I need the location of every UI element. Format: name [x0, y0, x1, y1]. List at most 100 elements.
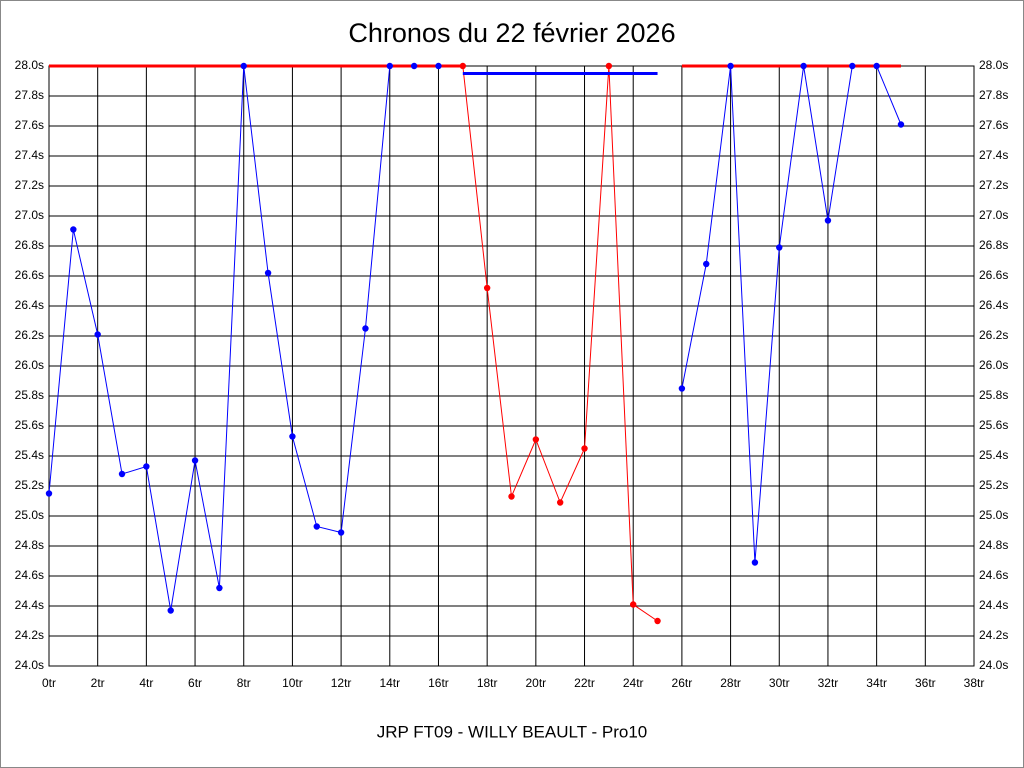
x-tick-label: 0tr — [42, 676, 56, 690]
x-tick-label: 6tr — [188, 676, 202, 690]
data-point — [556, 499, 564, 506]
y-tick-label: 27.4s — [15, 148, 44, 162]
y2-tick-label: 25.2s — [979, 478, 1008, 492]
y2-tick-label: 25.0s — [979, 508, 1008, 522]
y2-tick-label: 24.8s — [979, 538, 1008, 552]
data-point — [508, 493, 515, 500]
data-point — [897, 121, 905, 128]
data-point — [240, 62, 247, 70]
y2-tick-label: 26.2s — [979, 328, 1008, 342]
data-point — [118, 470, 126, 478]
data-point — [167, 607, 174, 614]
y2-tick-label: 28.0s — [979, 58, 1008, 72]
data-point — [435, 62, 442, 70]
data-point — [678, 385, 686, 392]
y-tick-label: 27.6s — [15, 118, 44, 132]
y-tick-label: 26.2s — [15, 328, 44, 342]
data-point — [483, 284, 491, 292]
y-tick-label: 26.8s — [15, 238, 44, 252]
x-tick-label: 4tr — [139, 676, 153, 690]
x-tick-label: 8tr — [237, 676, 251, 690]
data-point — [824, 217, 832, 224]
data-point — [630, 601, 637, 608]
data-point — [703, 260, 710, 268]
y2-tick-label: 24.6s — [979, 568, 1008, 582]
y-tick-label: 24.2s — [15, 628, 44, 642]
data-point — [800, 62, 807, 70]
y2-tick-label: 25.6s — [979, 418, 1008, 432]
data-point — [873, 62, 880, 70]
y-tick-label: 27.0s — [15, 208, 44, 222]
y2-tick-label: 24.2s — [979, 628, 1008, 642]
data-point — [751, 559, 759, 566]
y2-tick-label: 24.4s — [979, 598, 1008, 612]
data-point — [143, 463, 150, 470]
y2-tick-label: 27.0s — [979, 208, 1008, 222]
data-point — [459, 62, 467, 70]
y-tick-label: 27.8s — [15, 88, 44, 102]
data-point — [410, 62, 418, 70]
x-tick-label: 38tr — [964, 676, 985, 690]
y-tick-label: 25.0s — [15, 508, 44, 522]
data-point — [45, 490, 53, 497]
data-point — [313, 523, 320, 530]
x-tick-label: 2tr — [91, 676, 105, 690]
y-tick-label: 25.4s — [15, 448, 44, 462]
x-tick-label: 24tr — [623, 676, 644, 690]
x-tick-label: 32tr — [818, 676, 839, 690]
y2-tick-label: 26.0s — [979, 358, 1008, 372]
x-tick-label: 28tr — [720, 676, 741, 690]
data-point — [727, 62, 734, 70]
y2-tick-label: 25.4s — [979, 448, 1008, 462]
y-tick-label: 24.8s — [15, 538, 44, 552]
y-tick-label: 24.4s — [15, 598, 44, 612]
x-tick-label: 18tr — [477, 676, 498, 690]
y2-tick-label: 27.4s — [979, 148, 1008, 162]
y2-tick-label: 26.6s — [979, 268, 1008, 282]
data-point — [849, 62, 856, 70]
y-tick-label: 24.6s — [15, 568, 44, 582]
y2-tick-label: 24.0s — [979, 658, 1008, 672]
data-point — [289, 433, 296, 440]
x-tick-label: 16tr — [428, 676, 449, 690]
data-point — [94, 331, 101, 338]
x-tick-label: 26tr — [672, 676, 693, 690]
y-tick-label: 28.0s — [15, 58, 44, 72]
data-point — [605, 62, 613, 70]
data-point — [362, 325, 369, 332]
y2-tick-label: 27.6s — [979, 118, 1008, 132]
y-tick-label: 26.6s — [15, 268, 44, 282]
data-point — [532, 436, 540, 443]
x-tick-label: 12tr — [331, 676, 352, 690]
y2-tick-label: 27.8s — [979, 88, 1008, 102]
data-point — [654, 617, 661, 625]
y-tick-label: 27.2s — [15, 178, 44, 192]
x-tick-label: 36tr — [915, 676, 936, 690]
chart-subtitle: JRP FT09 - WILLY BEAULT - Pro10 — [377, 722, 648, 741]
data-point — [191, 457, 199, 464]
y2-tick-label: 27.2s — [979, 178, 1008, 192]
x-tick-label: 22tr — [574, 676, 595, 690]
y-tick-label: 25.6s — [15, 418, 44, 432]
y2-tick-label: 26.4s — [979, 298, 1008, 312]
data-point — [337, 529, 345, 536]
data-point — [386, 62, 393, 70]
chart-title: Chronos du 22 février 2026 — [348, 18, 675, 48]
data-point — [581, 445, 588, 452]
y-tick-label: 26.4s — [15, 298, 44, 312]
x-tick-label: 20tr — [525, 676, 546, 690]
y-tick-label: 25.8s — [15, 388, 44, 402]
data-point — [776, 244, 783, 251]
y-tick-label: 25.2s — [15, 478, 44, 492]
data-point — [70, 226, 77, 233]
x-tick-label: 14tr — [379, 676, 400, 690]
data-point — [216, 584, 223, 592]
y2-tick-label: 26.8s — [979, 238, 1008, 252]
y-tick-label: 24.0s — [15, 658, 44, 672]
data-point — [264, 269, 272, 277]
y-tick-label: 26.0s — [15, 358, 44, 372]
y2-tick-label: 25.8s — [979, 388, 1008, 402]
x-tick-label: 30tr — [769, 676, 790, 690]
